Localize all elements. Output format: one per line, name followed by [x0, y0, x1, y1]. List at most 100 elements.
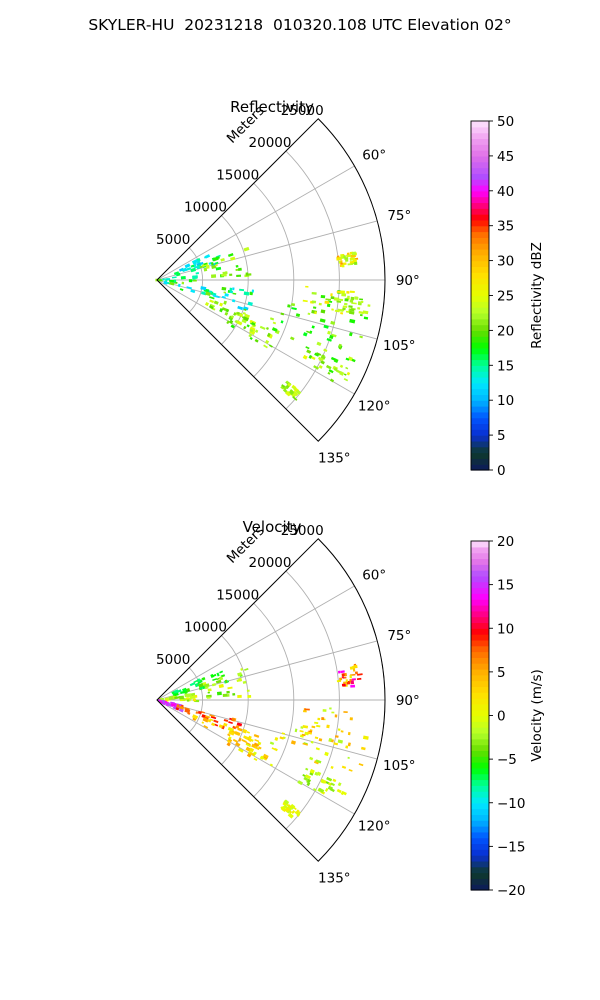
- colorbar-segment: [471, 144, 489, 151]
- echo-cell: [291, 307, 297, 311]
- colorbar-segment: [471, 173, 489, 180]
- echo-cell: [281, 732, 286, 735]
- echo-cell: [345, 357, 350, 361]
- colorbar-tick-label: −15: [497, 839, 526, 855]
- echo-cell: [192, 717, 197, 722]
- echo-cell: [353, 261, 358, 266]
- echo-cell: [176, 704, 180, 708]
- echo-cell: [254, 738, 260, 743]
- echo-cell: [207, 688, 212, 692]
- echo-cell: [253, 742, 260, 747]
- echo-cell: [287, 812, 294, 819]
- echo-cell: [236, 722, 243, 727]
- echo-cell: [304, 774, 311, 780]
- echo-cell: [210, 304, 216, 308]
- echo-cell: [329, 707, 332, 710]
- echo-cell: [341, 790, 347, 796]
- echo-cell: [353, 664, 358, 669]
- colorbar-segment: [471, 376, 489, 384]
- echo-cell: [222, 693, 228, 697]
- echo-cell: [341, 673, 345, 677]
- echo-cell: [340, 311, 344, 315]
- colorbar-segment: [471, 150, 489, 157]
- echo-cell: [350, 680, 355, 685]
- echo-cell: [164, 697, 170, 701]
- echo-cell: [302, 299, 308, 303]
- echo-cell: [239, 288, 245, 292]
- echo-cell: [230, 256, 236, 261]
- echo-cell: [251, 289, 255, 293]
- echo-cell: [318, 302, 322, 306]
- colorbar-segment: [471, 167, 489, 174]
- colorbar-segment: [471, 802, 489, 810]
- echo-cell: [330, 333, 337, 338]
- colorbar-segment: [471, 668, 489, 676]
- echo-cell: [325, 298, 332, 301]
- echo-cell: [173, 271, 180, 276]
- echo-cell: [235, 742, 241, 747]
- echo-cell: [326, 303, 331, 308]
- echo-cell: [180, 275, 186, 280]
- echo-cell: [192, 714, 199, 720]
- colorbar-segment: [471, 680, 489, 688]
- echo-cell: [344, 298, 349, 302]
- echo-cell: [321, 717, 325, 721]
- echo-cell: [197, 678, 201, 683]
- azimuth-tick-label: 60°: [362, 148, 386, 164]
- echo-cell: [170, 701, 175, 704]
- echo-cell: [190, 267, 197, 273]
- azimuth-tick-label: 135°: [318, 870, 351, 886]
- colorbar-segment: [471, 318, 489, 326]
- echo-cell: [339, 677, 343, 681]
- echo-cell: [196, 262, 202, 266]
- echo-cell: [302, 742, 309, 746]
- echo-cell: [211, 722, 216, 727]
- colorbar-segment: [471, 866, 489, 874]
- colorbar-segment: [471, 312, 489, 320]
- colorbar-segment: [471, 814, 489, 821]
- echo-cell: [330, 320, 336, 325]
- echo-cell: [306, 330, 311, 334]
- echo-cell: [331, 308, 334, 311]
- echo-cell: [340, 260, 343, 263]
- echo-cell: [190, 692, 196, 696]
- echo-cell: [290, 740, 297, 745]
- azimuth-tick-label: 75°: [387, 628, 411, 644]
- colorbar-segment: [471, 278, 489, 285]
- echo-cell: [223, 291, 227, 294]
- colorbar-segment: [471, 715, 489, 722]
- echo-cell: [281, 384, 285, 388]
- echo-cell: [309, 756, 314, 761]
- colorbar-segment: [471, 429, 489, 436]
- echo-cell: [244, 667, 249, 671]
- echo-cell: [187, 693, 192, 698]
- echo-cell: [330, 293, 333, 297]
- colorbar-segment: [471, 692, 489, 699]
- echo-cell: [333, 367, 338, 372]
- echo-cell: [351, 251, 357, 256]
- echo-cell: [232, 287, 235, 291]
- echo-cell: [237, 305, 244, 311]
- echo-cell: [339, 364, 344, 368]
- echo-cell: [322, 709, 327, 712]
- colorbar-segment: [471, 762, 489, 769]
- echo-cell: [205, 254, 211, 259]
- colorbar-segment: [471, 645, 489, 653]
- colorbar-segment: [471, 464, 489, 471]
- echo-cell: [292, 396, 298, 401]
- echo-cell: [212, 294, 219, 298]
- colorbar-segment: [471, 599, 489, 606]
- colorbar-segment: [471, 837, 489, 845]
- echo-cell: [162, 278, 165, 281]
- colorbar-segment: [471, 639, 489, 647]
- echo-cell: [215, 256, 221, 260]
- echo-cell: [330, 765, 334, 770]
- echo-cell: [268, 344, 273, 348]
- echo-cell: [305, 346, 310, 350]
- echo-cell: [304, 708, 310, 711]
- echo-cell: [351, 302, 357, 305]
- echo-cell: [360, 746, 366, 751]
- echo-cell: [221, 295, 226, 299]
- echo-cell: [206, 696, 211, 699]
- colorbar-segment: [471, 872, 489, 879]
